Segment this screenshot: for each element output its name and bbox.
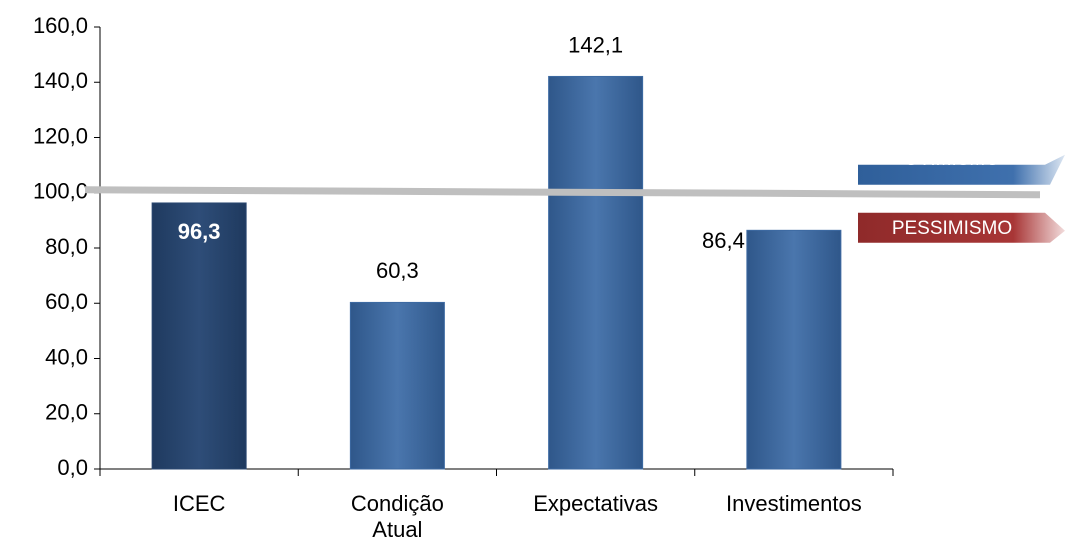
y-tick-label: 80,0 bbox=[45, 234, 88, 259]
y-tick-label: 60,0 bbox=[45, 289, 88, 314]
optimism-label: OTIMISMO bbox=[904, 149, 1000, 170]
x-tick-label: ICEC bbox=[172, 491, 226, 516]
y-tick-label: 20,0 bbox=[45, 400, 88, 425]
bar bbox=[151, 202, 247, 470]
bar bbox=[746, 229, 842, 470]
y-tick-label: 40,0 bbox=[45, 344, 88, 369]
value-label: 60,3 bbox=[376, 258, 419, 283]
reference-line bbox=[84, 186, 1041, 199]
y-tick-label: 100,0 bbox=[33, 179, 88, 204]
y-tick-label: 120,0 bbox=[33, 123, 88, 148]
optimism-box bbox=[858, 154, 1065, 185]
bar bbox=[349, 301, 445, 470]
x-tick-label: Expectativas bbox=[533, 491, 658, 516]
bar bbox=[548, 75, 644, 470]
x-tick-label: Condição Atual bbox=[350, 491, 444, 542]
y-tick-label: 140,0 bbox=[33, 68, 88, 93]
pessimism-box bbox=[858, 212, 1065, 243]
pessimism-label: PESSIMISMO bbox=[892, 218, 1012, 239]
value-label: 142,1 bbox=[568, 32, 623, 57]
value-label: 96,3 bbox=[178, 219, 221, 244]
value-label: 86,4 bbox=[702, 228, 745, 253]
y-tick-label: 160,0 bbox=[33, 13, 88, 38]
x-tick-label: Investimentos bbox=[726, 491, 862, 516]
y-tick-label: 0,0 bbox=[57, 455, 88, 480]
